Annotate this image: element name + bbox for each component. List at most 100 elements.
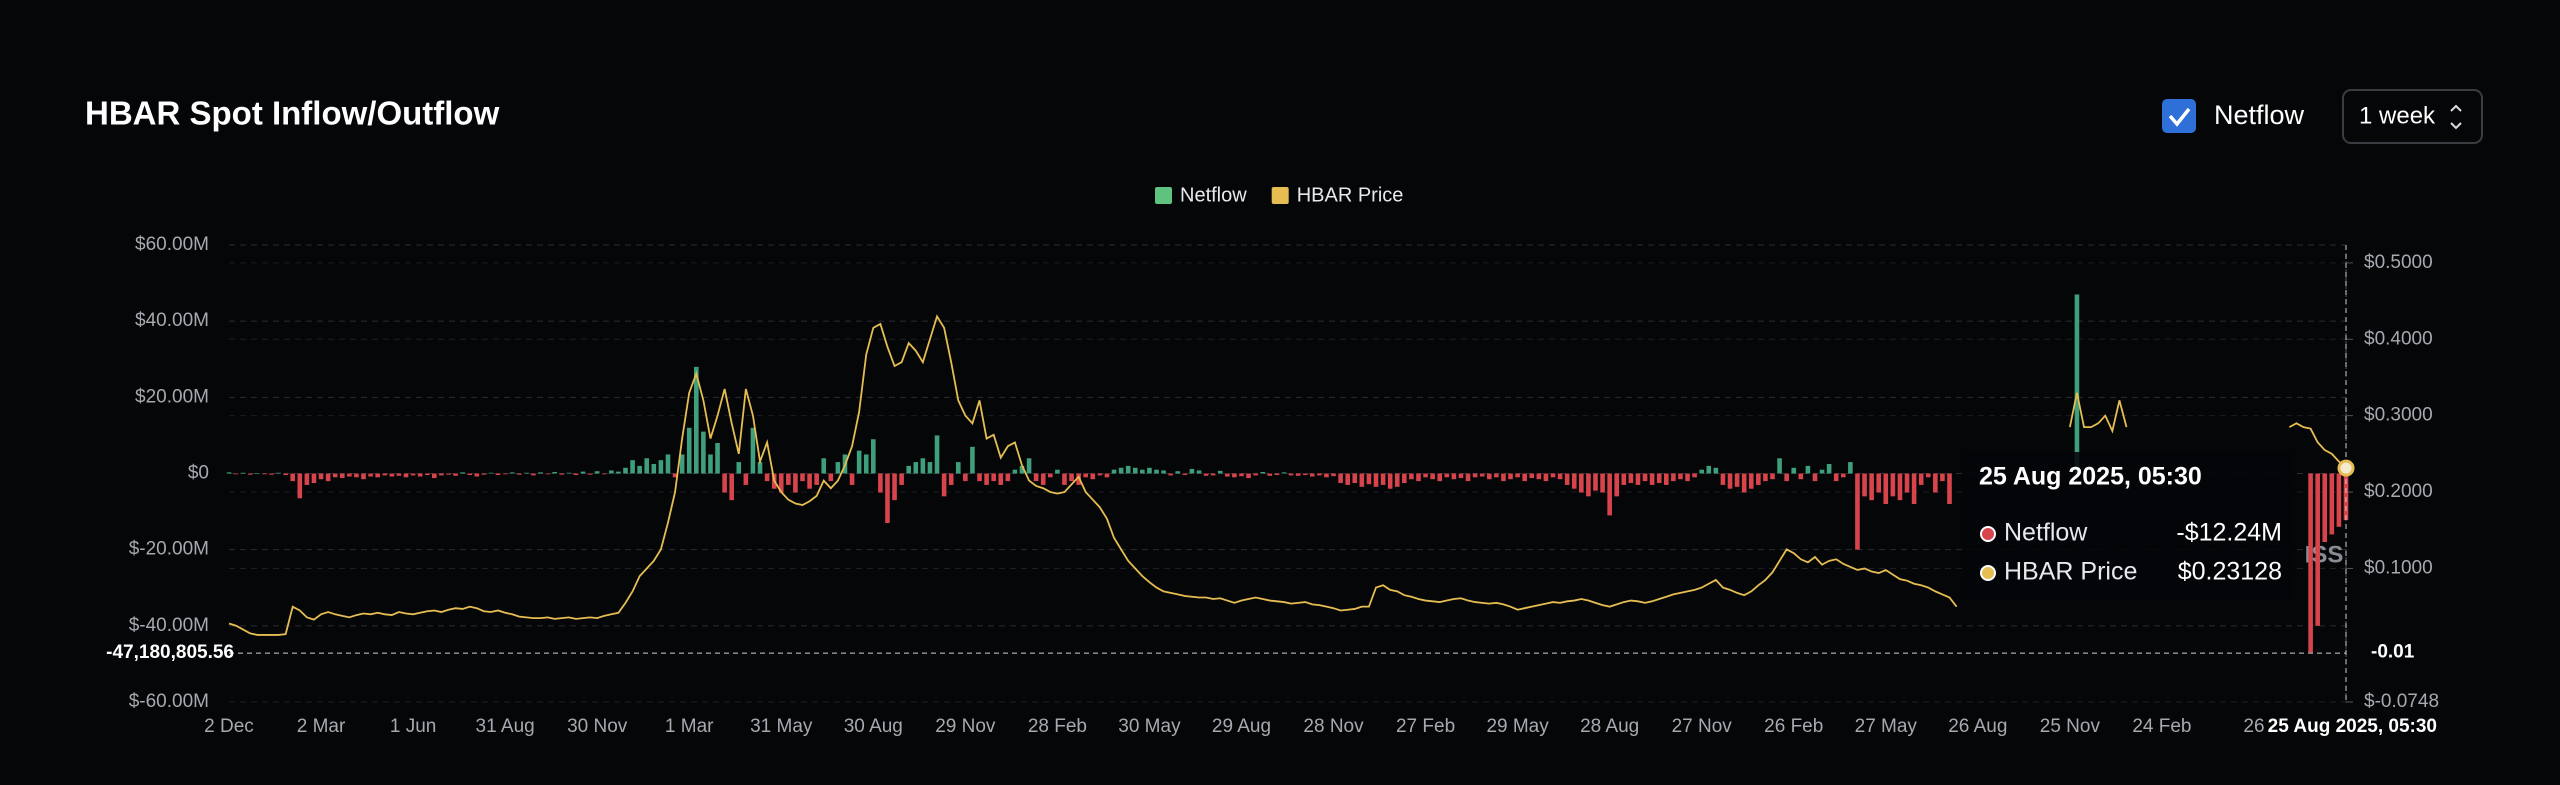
bar [304,473,310,485]
bar [849,473,855,485]
bar [1267,473,1273,476]
bar [1529,473,1535,479]
bar [2315,473,2320,626]
bar [1947,473,1952,504]
bar [998,473,1004,485]
bar [1784,473,1789,482]
bar [559,473,565,475]
bar [311,473,317,484]
price-line [228,314,1958,636]
bar [1883,473,1889,504]
bar [1918,473,1924,485]
bar [1649,473,1655,485]
bar [821,458,827,474]
bar [1444,473,1450,478]
tooltip-value: -$12.24M [2176,519,2282,547]
bar [453,473,458,476]
bar [460,472,465,474]
bar [1494,473,1499,478]
bar [467,473,473,476]
bar [481,473,487,475]
bar [2329,473,2335,535]
bar [1083,473,1089,478]
bar [658,460,664,474]
bar [1897,473,1903,501]
bar [410,473,416,476]
bar [1656,473,1662,484]
bar [892,473,897,501]
bar [531,473,536,476]
dropdown-value[interactable]: 1 week [2359,102,2436,129]
bar [1904,473,1910,493]
bar [616,471,621,474]
bar [623,467,628,474]
bar [417,473,423,477]
bar [1232,473,1237,478]
dropdown[interactable] [2342,89,2483,144]
bar [814,473,819,485]
bar [1111,469,1117,474]
bar [1890,473,1896,497]
bar [368,473,373,477]
bar [828,473,834,482]
tooltip-dot [1980,565,1996,581]
bar [715,443,720,474]
legend-label: HBAR Price [1297,184,1404,206]
bar [1154,469,1159,474]
bar [1175,471,1181,474]
x-tick-label: 25 Nov [2040,716,2101,737]
check-icon [2168,107,2191,127]
bar [736,462,742,474]
bar [347,473,352,477]
bar [1748,473,1754,489]
bar [1543,473,1549,482]
bar [1317,473,1322,476]
bar [1140,469,1145,474]
hover-point [2337,459,2355,477]
bar [1508,473,1513,480]
period-select[interactable]: 1 week [2342,89,2483,144]
bar [325,473,331,482]
checkbox[interactable] [2162,99,2196,133]
y-tick-label: $60.00M [135,234,209,255]
bar [729,473,734,501]
bar [793,473,798,493]
bar [1040,473,1046,485]
bar [2074,294,2080,474]
x-tick-label: 26 Feb [1764,716,1823,737]
bar [474,473,480,477]
y2-tick-label: $0.2000 [2364,481,2433,502]
bar [1465,473,1471,482]
bar [1911,473,1917,504]
bar [1628,473,1634,484]
bar [1522,473,1527,482]
bar [283,473,288,476]
bar [1741,473,1747,493]
bar [1055,469,1060,474]
bar [226,472,232,474]
x-tick-label: 29 Nov [935,716,996,737]
y2-tick-label: $-0.0748 [2364,691,2439,712]
bar [708,454,713,474]
bar [1225,473,1230,477]
tooltip-bg [1962,452,2292,600]
bar [1359,473,1365,487]
netflow-toggle[interactable]: Netflow [2162,99,2305,133]
bar [1373,473,1379,487]
bar [878,473,883,493]
bar [1402,473,1407,484]
x-tick-label: 29 Aug [1212,716,1271,737]
bar [318,473,324,480]
chart-title: HBAR Spot Inflow/Outflow [85,95,500,132]
bar [439,473,444,476]
bar [1579,473,1584,493]
bar [1196,470,1202,474]
checkbox-label[interactable]: Netflow [2214,100,2305,130]
bar [247,473,253,475]
bar [502,473,508,475]
bar [276,472,281,474]
bar [1451,473,1457,480]
bar [601,473,607,475]
bar [1515,473,1520,478]
